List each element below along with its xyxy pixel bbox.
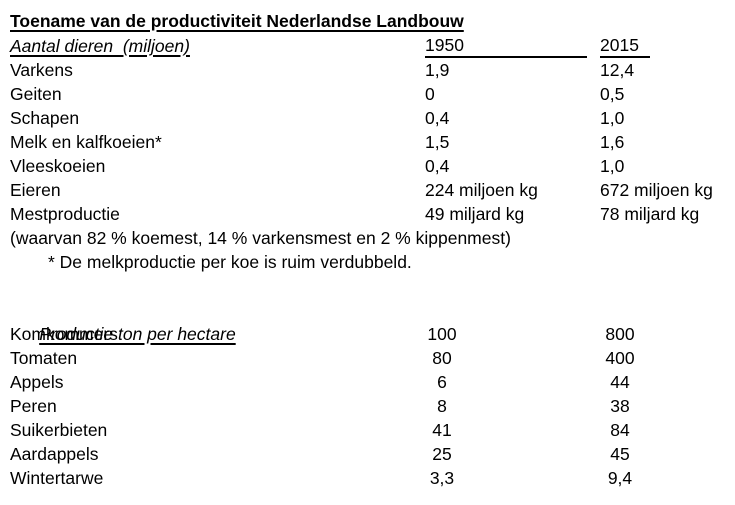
row-label: Vleeskoeien <box>10 156 106 176</box>
column-gap <box>502 394 560 418</box>
row-label: Appels <box>10 372 64 392</box>
page-title: Toename van de productiviteit Nederlands… <box>10 11 464 31</box>
section-spacer <box>10 274 735 298</box>
value-1950-cell: 49 miljard kg <box>425 204 525 224</box>
production-table-header-row: Productie ton per hectare <box>10 298 735 344</box>
value-2015-cell: 400 <box>605 348 635 368</box>
column-gap <box>502 418 560 442</box>
table-row: Eieren 224 miljoen kg 672 miljoen kg <box>10 178 735 202</box>
row-label: Tomaten <box>10 348 78 368</box>
production-table-title: Productie ton per hectare <box>39 324 236 344</box>
table-row: Mestproductie 49 miljard kg 78 miljard k… <box>10 202 735 226</box>
table-row: Geiten 0 0,5 <box>10 82 735 106</box>
value-1950-cell: 1,5 <box>425 132 450 152</box>
value-2015-cell: 45 <box>610 444 630 464</box>
value-1950-cell: 100 <box>427 324 457 344</box>
table-row: Komkommers 100 800 <box>10 322 735 346</box>
value-1950-cell: 8 <box>437 396 447 416</box>
value-2015-cell: 12,4 <box>600 60 635 80</box>
column-gap <box>502 346 560 370</box>
table-row: Aardappels 25 45 <box>10 442 735 466</box>
animals-table-header-row: Aantal dieren (miljoen) 1950 2015 <box>10 34 735 58</box>
table-row: Tomaten 80 400 <box>10 346 735 370</box>
row-label: Wintertarwe <box>10 468 104 488</box>
value-2015-cell: 78 miljard kg <box>600 204 700 224</box>
value-1950-cell: 25 <box>432 444 452 464</box>
animals-table-title: Aantal dieren (miljoen) <box>10 36 190 56</box>
row-label: Mestproductie <box>10 204 120 224</box>
table-row: Wintertarwe 3,3 9,4 <box>10 466 735 490</box>
column-gap <box>502 466 560 490</box>
table-row: Melk en kalfkoeien* 1,5 1,6 <box>10 130 735 154</box>
value-1950-cell: 3,3 <box>429 468 455 488</box>
value-1950-cell: 0,4 <box>425 156 450 176</box>
row-label: Aardappels <box>10 444 99 464</box>
value-1950-cell: 0 <box>425 84 435 104</box>
table-row: Varkens 1,9 12,4 <box>10 58 735 82</box>
column-header-2015: 2015 <box>600 34 735 58</box>
value-2015-cell: 672 miljoen kg <box>600 180 713 200</box>
milk-production-footnote: * De melkproductie per koe is ruim verdu… <box>48 252 412 272</box>
value-2015-cell: 1,6 <box>600 132 625 152</box>
table-row: Peren 8 38 <box>10 394 735 418</box>
row-label: Schapen <box>10 108 80 128</box>
value-1950-cell: 1,9 <box>425 60 450 80</box>
value-2015-cell: 44 <box>610 372 630 392</box>
row-label: Varkens <box>10 60 73 80</box>
value-2015-cell: 800 <box>605 324 635 344</box>
production-table: Productie ton per hectare Komkommers 100… <box>10 298 735 490</box>
document: Toename van de productiviteit Nederlands… <box>10 11 735 490</box>
table-row: Suikerbieten 41 84 <box>10 418 735 442</box>
value-1950-cell: 0,4 <box>425 108 450 128</box>
column-header-2015-text: 2015 <box>600 35 650 58</box>
column-header-1950: 1950 <box>425 34 600 58</box>
row-label: Melk en kalfkoeien* <box>10 132 162 152</box>
animals-table: Aantal dieren (miljoen) 1950 2015 Varken… <box>10 34 735 274</box>
row-label: Eieren <box>10 180 61 200</box>
value-2015-cell: 1,0 <box>600 156 625 176</box>
row-label: Suikerbieten <box>10 420 108 440</box>
value-2015-cell: 38 <box>610 396 630 416</box>
table-row: Vleeskoeien 0,4 1,0 <box>10 154 735 178</box>
value-1950-cell: 6 <box>437 372 447 392</box>
value-2015-cell: 9,4 <box>607 468 633 488</box>
value-2015-cell: 0,5 <box>600 84 625 104</box>
value-1950-cell: 41 <box>432 420 452 440</box>
column-gap <box>502 322 560 346</box>
value-2015-cell: 84 <box>610 420 630 440</box>
value-1950-cell: 80 <box>432 348 452 368</box>
row-label: Peren <box>10 396 57 416</box>
manure-composition-note: (waarvan 82 % koemest, 14 % varkensmest … <box>10 228 511 248</box>
table-row: Appels 6 44 <box>10 370 735 394</box>
row-label: Geiten <box>10 84 62 104</box>
value-1950-cell: 224 miljoen kg <box>425 180 538 200</box>
column-gap <box>502 370 560 394</box>
value-2015-cell: 1,0 <box>600 108 625 128</box>
row-label: Komkommers <box>10 324 118 344</box>
column-gap <box>502 442 560 466</box>
table-row: Schapen 0,4 1,0 <box>10 106 735 130</box>
column-header-1950-text: 1950 <box>425 35 587 58</box>
